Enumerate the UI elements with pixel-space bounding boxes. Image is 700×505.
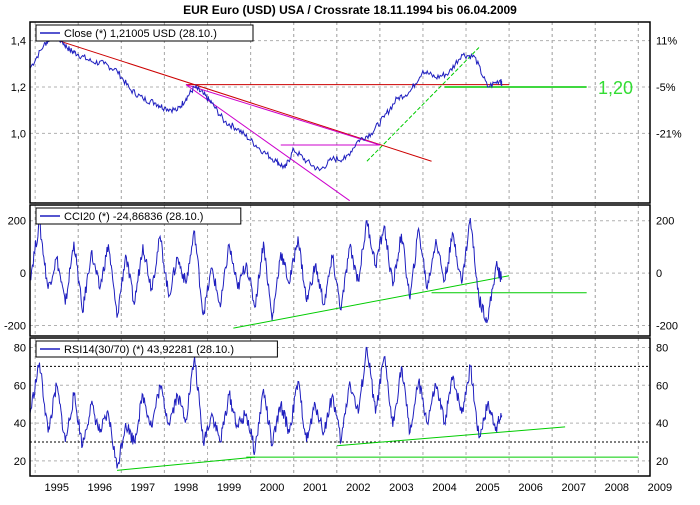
x-tick-label: 2004 [432, 482, 456, 494]
x-tick-label: 2005 [475, 482, 499, 494]
tick-label-left: 60 [14, 380, 26, 392]
x-tick-label: 1996 [88, 482, 112, 494]
trendline-resistance [43, 35, 432, 162]
trendline-support [116, 456, 255, 471]
tick-label-right: 200 [656, 216, 674, 228]
series-layer [29, 32, 503, 469]
x-tick-label: 1999 [217, 482, 241, 494]
tick-label-left: 1,4 [11, 36, 26, 48]
series-line-cci [29, 218, 503, 324]
tick-label-right: 11% [656, 36, 677, 48]
series-line-price [29, 32, 503, 172]
legend-label: RSI14(30/70) (*) 43,92281 (28.10.) [64, 344, 234, 356]
x-tick-label: 2009 [648, 482, 672, 494]
legend-layer: Close (*) 1,21005 USD (28.10.) 1,20 CCI20 … [35, 24, 633, 358]
tick-label-left: 40 [14, 418, 26, 430]
x-tick-label: 2003 [389, 482, 413, 494]
legend-box [35, 340, 278, 358]
x-tick-label: 1995 [44, 482, 68, 494]
trendline-fan [185, 84, 381, 146]
x-tick-label: 2006 [518, 482, 542, 494]
grid-layer [30, 22, 650, 476]
legend-cci: CCI20 (*) -24,86836 (28.10.) [35, 207, 242, 225]
trendline-support [336, 426, 566, 447]
panel-frame-price [29, 21, 651, 204]
tick-label-right: -5% [656, 82, 676, 94]
x-tick-label: 2007 [561, 482, 585, 494]
tick-label-left: 1,2 [11, 82, 26, 94]
panel-frame-cci [29, 204, 651, 337]
trendline-support [366, 47, 480, 162]
x-tick-label: 2002 [346, 482, 370, 494]
legend-price: Close (*) 1,21005 USD (28.10.) [35, 24, 254, 42]
x-tick-label: 2000 [260, 482, 284, 494]
tick-label-right: 80 [656, 342, 668, 354]
tick-label-right: -21% [656, 128, 682, 140]
series-line-rsi [29, 346, 503, 469]
tick-label-left: 1,0 [11, 128, 26, 140]
legend-box [35, 207, 242, 225]
level-annotation: 1,20 [598, 78, 633, 98]
panel-frame-rsi [29, 337, 651, 477]
tick-label-layer: 1,41,21,011%-5%-21%2000-2002000-20080604… [4, 36, 682, 494]
legend-label: Close (*) 1,21005 USD (28.10.) [64, 28, 217, 40]
x-tick-label: 1997 [131, 482, 155, 494]
tick-label-left: 200 [8, 216, 26, 228]
legend-rsi: RSI14(30/70) (*) 43,92281 (28.10.) [35, 340, 278, 358]
x-tick-label: 1998 [174, 482, 198, 494]
tick-label-right: 40 [656, 418, 668, 430]
chart-title: EUR Euro (USD) USA / Crossrate 18.11.199… [183, 3, 517, 17]
tick-label-left: 80 [14, 342, 26, 354]
tick-label-left: -200 [4, 321, 26, 333]
tick-label-right: -200 [656, 321, 678, 333]
tick-label-left: 0 [20, 268, 26, 280]
x-tick-label: 2008 [605, 482, 629, 494]
tick-label-right: 0 [656, 268, 662, 280]
trendline-support [233, 275, 510, 329]
legend-box [35, 24, 254, 42]
tick-label-left: 20 [14, 456, 26, 468]
tick-label-right: 20 [656, 456, 668, 468]
x-tick-label: 2001 [303, 482, 327, 494]
tick-label-right: 60 [656, 380, 668, 392]
trendline-layer [43, 35, 639, 471]
panel-frames [29, 21, 651, 477]
legend-label: CCI20 (*) -24,86836 (28.10.) [64, 211, 203, 223]
